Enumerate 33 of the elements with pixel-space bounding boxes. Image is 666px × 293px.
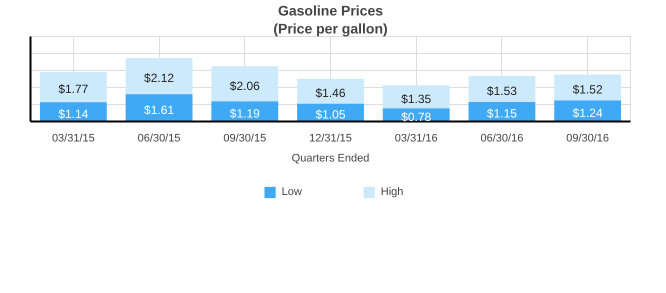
data-label: $2.12: [144, 71, 174, 86]
data-label: $1.46: [315, 86, 346, 100]
bar: [468, 76, 536, 102]
data-label: $0.78: [401, 110, 432, 124]
data-label: $2.06: [230, 78, 260, 93]
chart-subtitle: (Price per gallon): [273, 20, 388, 36]
legend-label: Low: [282, 186, 302, 198]
x-tick-label: 12/31/15: [309, 132, 352, 144]
x-axis-title: Quarters Ended: [292, 152, 370, 164]
data-label: $1.35: [401, 92, 432, 106]
data-label: $1.15: [486, 106, 518, 121]
data-label: $1.14: [58, 106, 89, 121]
data-label: $1.61: [144, 102, 174, 117]
bar: [297, 78, 364, 104]
bar: [126, 58, 192, 94]
bar: [126, 94, 192, 122]
chart-title: Gasoline Prices: [278, 2, 384, 18]
x-tick-label: 03/31/16: [394, 132, 438, 144]
bar: [554, 74, 622, 100]
x-tick-label: 06/30/16: [480, 132, 524, 144]
legend-label: High: [380, 186, 404, 198]
bar: [211, 66, 278, 102]
data-label: $1.19: [230, 106, 260, 120]
data-label: $1.53: [486, 84, 518, 98]
x-tick-label: 03/31/15: [52, 132, 95, 144]
bar: [40, 72, 107, 102]
data-label: $1.77: [58, 82, 89, 96]
x-tick-label: 06/30/15: [138, 132, 180, 144]
x-tick-label: 09/30/16: [566, 132, 610, 144]
data-label: $1.52: [572, 82, 603, 96]
data-label: $1.05: [315, 108, 346, 122]
data-label: $1.24: [572, 106, 603, 120]
x-tick-label: 09/30/15: [223, 132, 266, 144]
